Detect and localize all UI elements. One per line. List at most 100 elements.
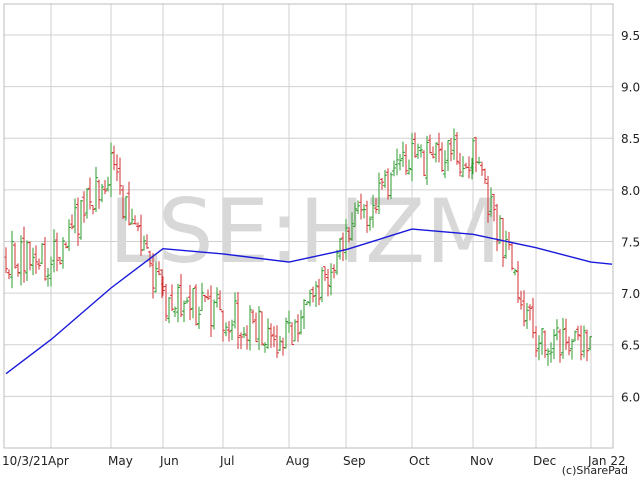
ohlc-bar: [302, 299, 306, 330]
ohlc-bar: [458, 152, 462, 177]
ohlc-bar: [317, 278, 321, 306]
x-tick-label: 10/3/21: [2, 454, 48, 468]
ohlc-bar: [329, 263, 333, 296]
ohlc-bar: [206, 289, 210, 301]
ohlc-bar: [308, 289, 312, 307]
x-tick-label: Dec: [533, 454, 556, 468]
ohlc-bar: [28, 241, 32, 271]
ohlc-bar: [242, 327, 246, 338]
ohlc-bar: [100, 183, 104, 203]
ohlc-bar: [103, 179, 107, 195]
ohlc-bar: [314, 281, 318, 307]
ohlc-bar: [483, 168, 487, 185]
ohlc-bar: [528, 304, 532, 321]
ohlc-bar: [272, 326, 276, 348]
y-tick-label: 6.0: [621, 390, 640, 404]
ohlc-bar: [401, 141, 405, 167]
ohlc-bar: [404, 144, 408, 175]
ohlc-bar: [31, 247, 35, 276]
ohlc-bar: [516, 261, 520, 303]
ohlc-bar: [154, 261, 158, 293]
ohlc-bar: [121, 185, 125, 220]
ohlc-bar: [287, 310, 291, 333]
ohlc-bar: [85, 187, 89, 219]
ohlc-bar: [185, 297, 189, 304]
ohlc-bar: [218, 290, 222, 311]
ohlc-bar: [73, 198, 77, 234]
ohlc-bar: [290, 322, 294, 345]
ohlc-bar: [338, 237, 342, 260]
ohlc-bar: [395, 148, 399, 176]
ohlc-bar: [467, 156, 471, 179]
ohlc-bar: [43, 236, 47, 281]
ohlc-bar: [461, 156, 465, 178]
ohlc-bar: [94, 166, 98, 213]
ohlc-bar: [67, 219, 71, 251]
ohlc-bar: [561, 317, 565, 359]
ohlc-bar: [368, 216, 372, 231]
ohlc-bar: [428, 134, 432, 154]
ohlc-bar: [130, 208, 134, 225]
ohlc-bar: [356, 200, 360, 214]
ohlc-bar: [200, 282, 204, 311]
ohlc-bar: [471, 137, 475, 175]
ohlc-bar: [371, 194, 375, 228]
ohlc-bar: [37, 258, 41, 270]
ohlc-bar: [284, 317, 288, 349]
x-tick-label: Apr: [48, 454, 69, 468]
ohlc-bar: [22, 226, 26, 283]
ohlc-bar: [389, 172, 393, 200]
ohlc-bar: [576, 325, 580, 341]
ohlc-bar: [549, 342, 553, 363]
x-tick-label: Jul: [219, 454, 234, 468]
ohlc-bar: [522, 290, 526, 327]
ohlc-bar: [239, 332, 243, 350]
ohlc-bar: [504, 230, 508, 259]
ohlc-bar: [486, 175, 490, 223]
ohlc-bar: [19, 235, 23, 286]
ohlc-bar: [350, 212, 354, 241]
ohlc-bar: [281, 337, 285, 356]
ohlc-bar: [170, 284, 174, 312]
ohlc-bar: [416, 143, 420, 159]
y-tick-label: 9.5: [621, 29, 640, 43]
ohlc-bar: [46, 267, 50, 287]
ohlc-bar: [410, 132, 414, 182]
ohlc-bar: [374, 198, 378, 214]
ohlc-bar: [449, 138, 453, 162]
ohlc-bar: [233, 292, 237, 329]
ohlc-bar: [16, 263, 20, 277]
ohlc-bar: [269, 323, 273, 348]
ohlc-bar: [567, 336, 571, 356]
ohlc-bar: [236, 292, 240, 349]
ohlc-bar: [91, 205, 95, 215]
ohlc-bar: [58, 257, 62, 265]
ohlc-bar: [425, 135, 429, 185]
ohlc-bar: [230, 319, 234, 341]
y-tick-label: 7.0: [621, 287, 640, 301]
credit-label: (c)SharePad: [562, 464, 628, 477]
ohlc-bar: [588, 336, 592, 351]
ohlc-bar: [332, 264, 336, 279]
ohlc-bar: [392, 160, 396, 177]
ohlc-bar: [49, 256, 53, 287]
ohlc-bar: [10, 230, 14, 289]
ohlc-bar: [34, 245, 38, 274]
x-tick-label: Jun: [159, 454, 179, 468]
ohlc-bar: [582, 325, 586, 358]
ohlc-bar: [495, 203, 499, 252]
y-tick-label: 6.5: [621, 339, 640, 353]
ohlc-bar: [182, 300, 186, 323]
ohlc-bar: [513, 268, 517, 276]
ohlc-bar: [151, 253, 155, 299]
ohlc-bar: [203, 294, 207, 303]
ohlc-bar: [452, 128, 456, 160]
moving-average: [5, 228, 613, 375]
x-tick-label: Aug: [286, 454, 309, 468]
ohlc-bar: [552, 329, 556, 360]
ohlc-bar: [407, 159, 411, 175]
ohlc-bar: [64, 242, 68, 249]
